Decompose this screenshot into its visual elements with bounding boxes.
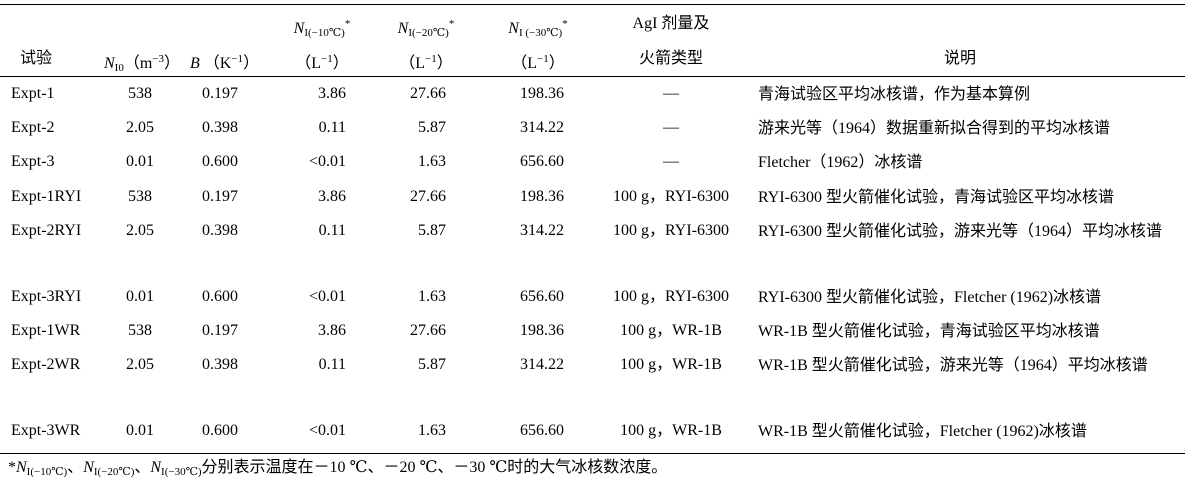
row-n10: <0.01 [308,288,346,305]
header-experiment: 试验 [20,50,53,67]
header-description: 说明 [943,50,976,67]
row-b: 0.600 [202,422,238,439]
row-n10: 3.86 [318,322,346,339]
row-n0: 2.05 [126,222,154,239]
header-agi-line2: 火箭类型 [638,50,703,67]
row-description: 游来光等（1964）数据重新拟合得到的平均冰核谱 [758,120,1111,137]
row-description: RYI-6300 型火箭催化试验，Fletcher (1962)冰核谱 [758,289,1102,306]
row-n20: 1.63 [418,422,446,439]
row-agi: — [663,119,679,136]
header-n20: NI(−20℃)* [397,18,455,39]
row-n0: 0.01 [126,153,154,170]
row-n0: 0.01 [126,422,154,439]
row-b: 0.197 [202,188,238,205]
row-n0: 0.01 [126,288,154,305]
row-agi: 100 g，RYI-6300 [612,288,729,305]
row-description: RYI-6300 型火箭催化试验，青海试验区平均冰核谱 [758,189,1115,206]
row-agi: 100 g，WR-1B [620,322,722,339]
row-n10: <0.01 [308,422,346,439]
row-n30: 656.60 [520,153,564,170]
row-n10: 0.11 [318,222,346,239]
row-n20: 5.87 [418,119,446,136]
row-n0: 538 [128,188,152,205]
row-n20: 5.87 [418,356,446,373]
row-n30: 198.36 [520,188,564,205]
row-n30: 198.36 [520,322,564,339]
row-n10: 0.11 [318,119,346,136]
row-n30: 656.60 [520,422,564,439]
row-experiment: Expt-2RYI [11,222,82,239]
row-b: 0.197 [202,322,238,339]
header-n0: NI0（m−3） [104,53,181,74]
table-footnote: *NI(−10℃)、NI(−20℃)、NI(−30℃)分别表示温度在－10 ℃、… [8,459,668,478]
header-n10-unit: （L−1） [295,53,349,72]
row-agi: — [663,85,679,102]
row-experiment: Expt-2WR [11,356,81,373]
row-n20: 1.63 [418,288,446,305]
row-n30: 314.22 [520,222,564,239]
row-n10: <0.01 [308,153,346,170]
row-n20: 27.66 [410,322,446,339]
row-n20: 27.66 [410,188,446,205]
row-b: 0.600 [202,288,238,305]
row-n30: 314.22 [520,119,564,136]
header-n10: NI(−10℃)* [293,18,351,39]
row-experiment: Expt-3WR [11,422,81,439]
header-n30: NI (−30℃)* [508,18,568,39]
row-n10: 0.11 [318,356,346,373]
row-n0: 2.05 [126,119,154,136]
table-bottom-rule [0,453,1185,454]
row-description: Fletcher（1962）冰核谱 [758,154,923,171]
header-b: B （K−1） [190,53,260,72]
row-n20: 5.87 [418,222,446,239]
row-experiment: Expt-1RYI [11,188,82,205]
row-b: 0.398 [202,119,238,136]
row-agi: 100 g，RYI-6300 [612,188,729,205]
row-agi: 100 g，RYI-6300 [612,222,729,239]
row-experiment: Expt-3RYI [11,288,82,305]
row-n10: 3.86 [318,85,346,102]
row-b: 0.398 [202,356,238,373]
row-description: 青海试验区平均冰核谱，作为基本算例 [758,86,1031,103]
row-n30: 656.60 [520,288,564,305]
row-experiment: Expt-2 [11,119,55,136]
row-b: 0.600 [202,153,238,170]
row-n0: 2.05 [126,356,154,373]
table-header-rule [0,76,1185,77]
row-n30: 314.22 [520,356,564,373]
row-b: 0.398 [202,222,238,239]
row-b: 0.197 [202,85,238,102]
row-agi: — [663,153,679,170]
row-n30: 198.36 [520,85,564,102]
row-agi: 100 g，WR-1B [620,422,722,439]
row-description: RYI-6300 型火箭催化试验，游来光等（1964）平均冰核谱 [758,223,1163,240]
header-n20-unit: （L−1） [399,53,453,72]
row-description: WR-1B 型火箭催化试验，游来光等（1964）平均冰核谱 [758,357,1148,374]
row-agi: 100 g，WR-1B [620,356,722,373]
row-description: WR-1B 型火箭催化试验，Fletcher (1962)冰核谱 [758,423,1087,440]
row-n0: 538 [128,85,152,102]
row-description: WR-1B 型火箭催化试验，青海试验区平均冰核谱 [758,323,1100,340]
row-n20: 1.63 [418,153,446,170]
row-experiment: Expt-3 [11,153,55,170]
row-n20: 27.66 [410,85,446,102]
header-n30-unit: （L−1） [511,53,565,72]
row-n10: 3.86 [318,188,346,205]
header-agi-line1: AgI 剂量及 [632,15,710,32]
row-experiment: Expt-1WR [11,322,81,339]
row-experiment: Expt-1 [11,85,55,102]
row-n0: 538 [128,322,152,339]
table-top-rule [0,4,1185,5]
